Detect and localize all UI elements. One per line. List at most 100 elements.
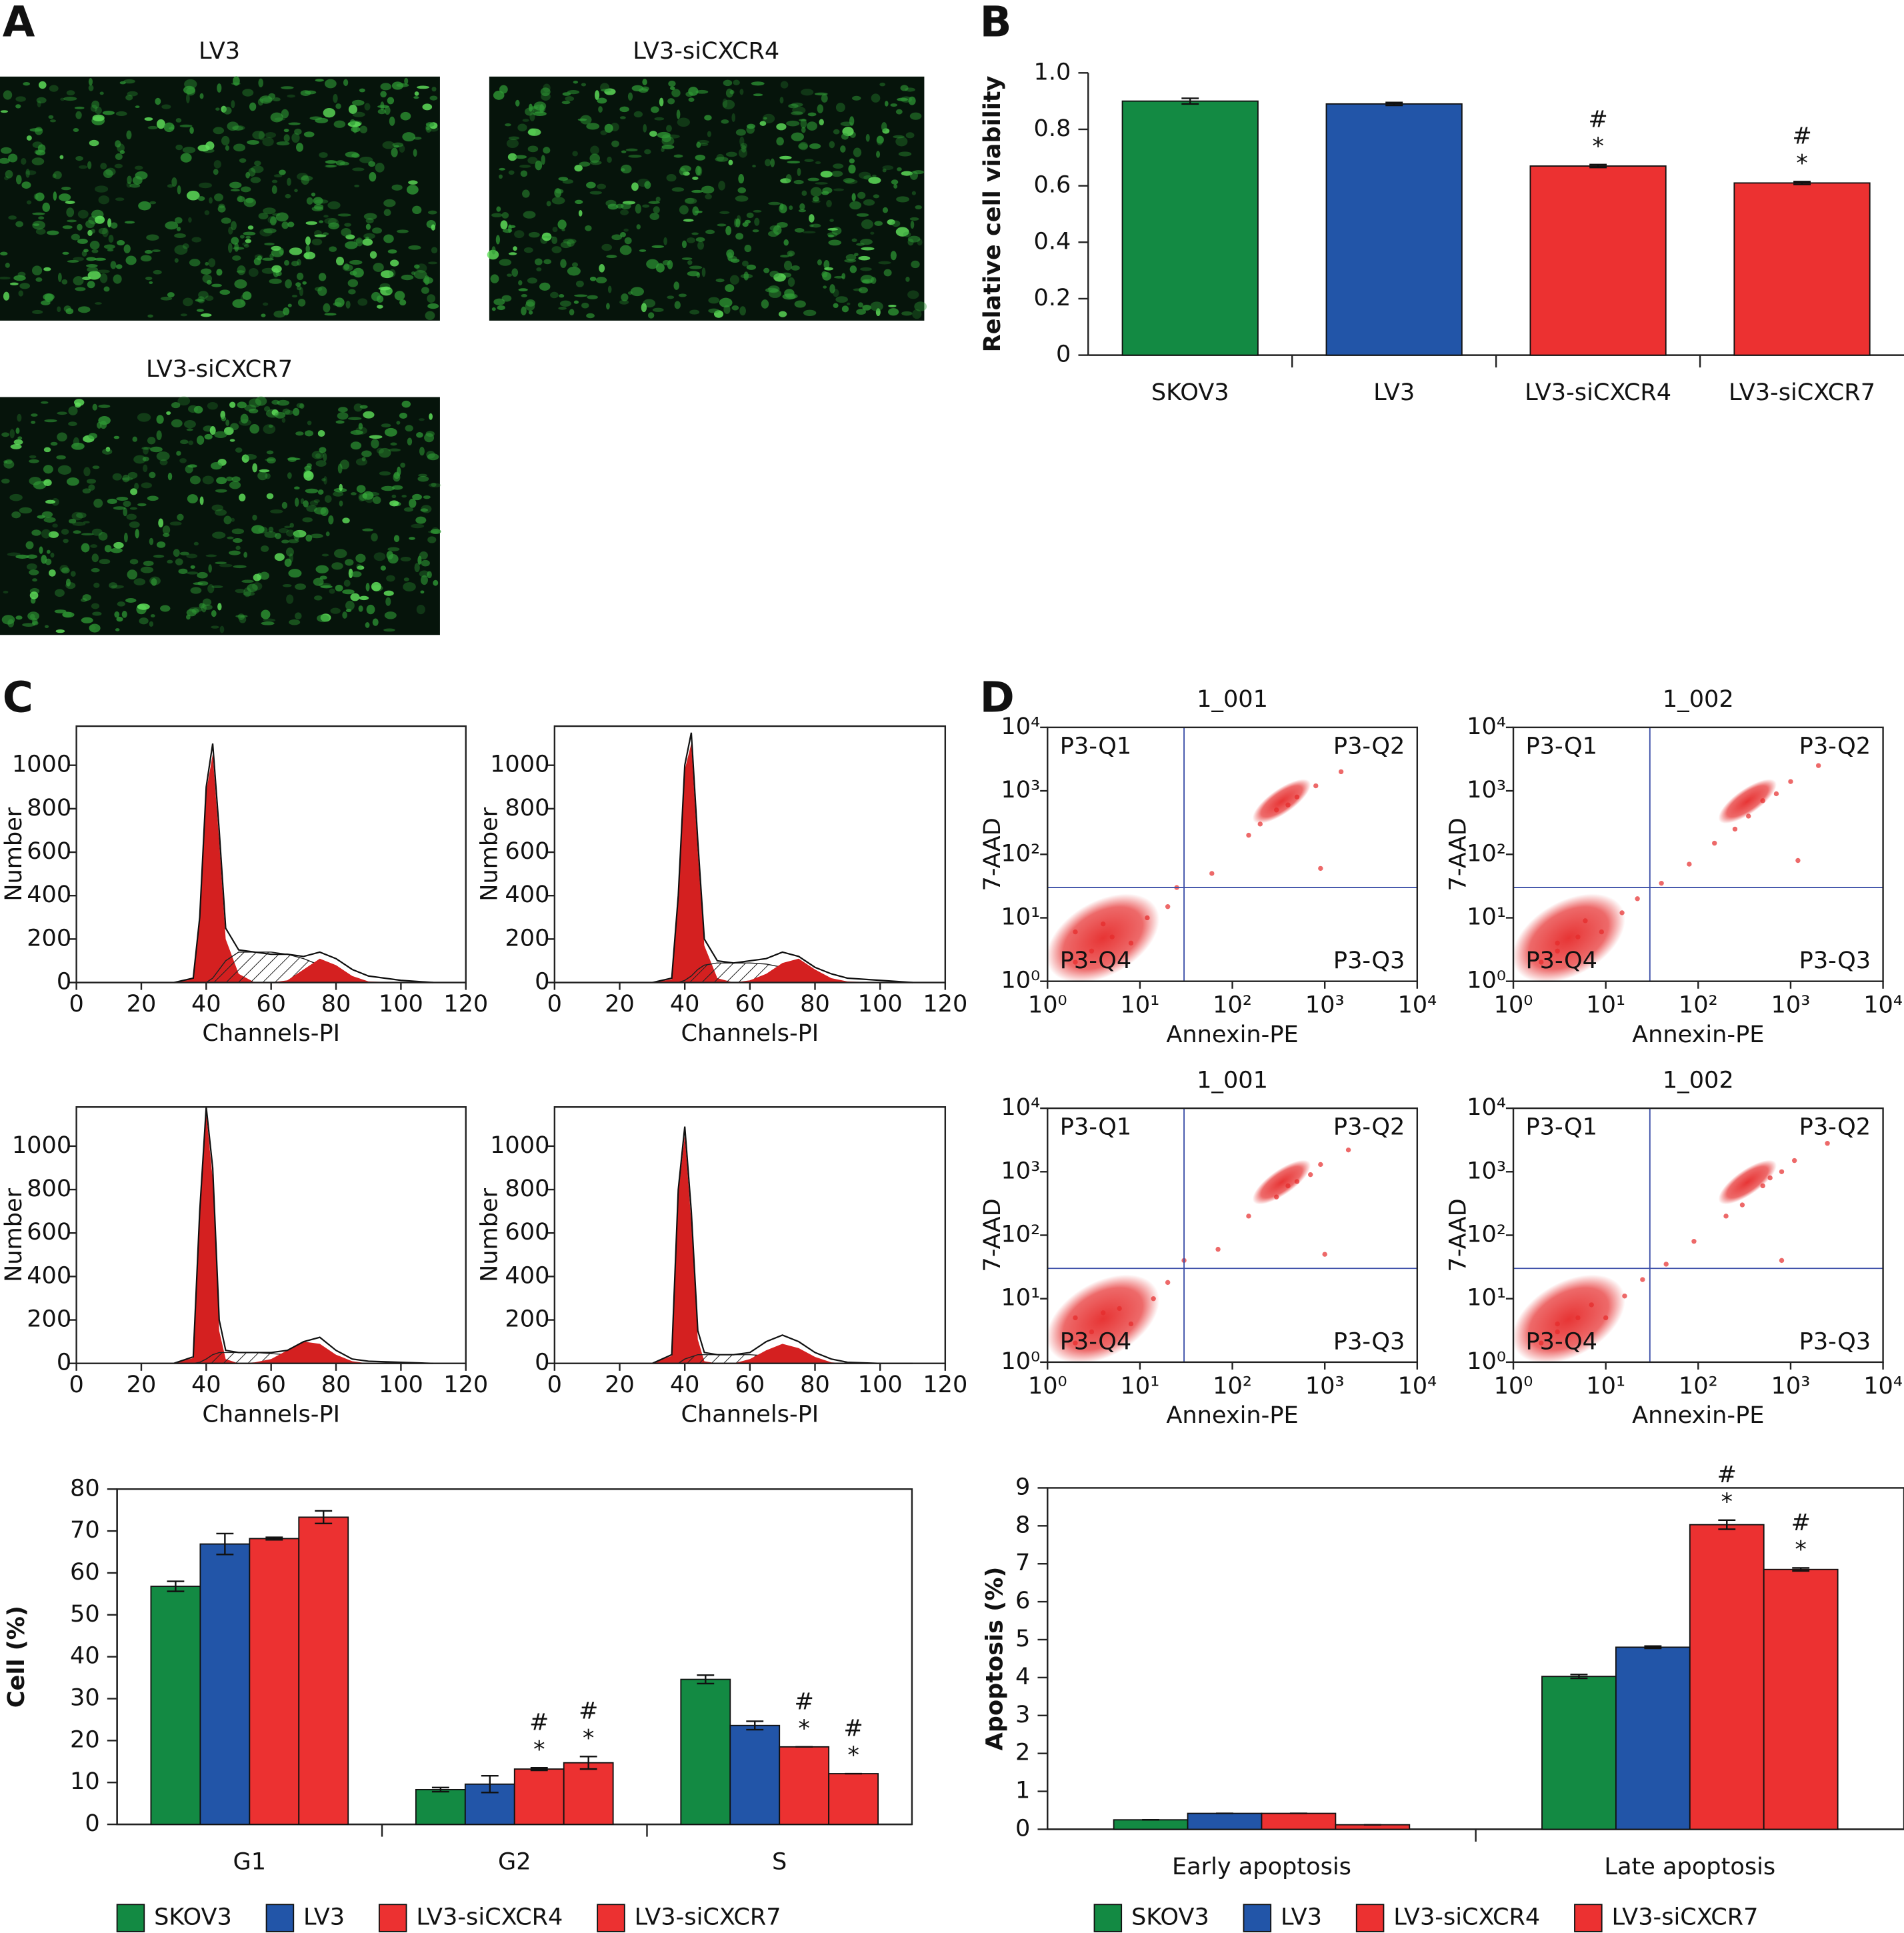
cell [188,217,192,223]
cell [357,298,368,306]
cell [186,614,191,620]
cell [401,274,414,281]
cell [352,111,365,117]
cell [725,88,733,98]
y-tick-label: 10¹ [1467,903,1506,930]
cell [597,97,607,104]
cell [211,625,219,629]
cell [160,296,173,301]
cell [365,622,370,628]
cell [856,309,866,315]
cell [575,280,584,287]
cell [890,251,897,261]
cell [315,460,327,467]
cell [167,472,173,481]
cell [422,103,433,111]
cell [21,181,31,189]
event-point [1619,910,1625,915]
cell [562,92,571,96]
cell [520,170,528,177]
cell [284,558,292,567]
cell [791,265,800,271]
cell [287,94,295,98]
error-bar [216,1532,234,1556]
cell [8,215,17,220]
y-tick-label: 40 [70,1642,100,1670]
x-tick-label: 10³ [1305,1372,1345,1400]
cell [119,150,125,155]
cell [327,201,341,209]
cell [91,567,100,573]
cell [364,493,375,503]
cell [129,183,141,188]
cell [783,260,793,271]
cell [679,205,689,215]
cell [856,243,865,246]
event-point [1073,959,1078,965]
quadrant-label: P3-Q4 [1060,1328,1131,1355]
cell [121,477,133,481]
cell [247,140,259,145]
cell [92,611,102,616]
cell [261,621,275,625]
cell [611,234,623,241]
y-tick-label: 800 [27,1175,71,1202]
bar [513,1768,565,1826]
event-point [1089,1329,1095,1335]
cell [330,607,341,614]
cell [358,423,363,430]
x-axis-label: Annexin-PE [1166,1021,1298,1048]
histogram-outline [652,732,913,984]
cell [915,205,922,210]
y-axis-label: Number [476,807,503,901]
bar [563,1762,614,1826]
cell [731,113,736,122]
y-tick-label: 400 [505,1262,549,1289]
cell [373,263,384,272]
cell [888,308,899,316]
cell [229,181,242,189]
cell [345,300,351,309]
cell [811,223,821,228]
cell [586,313,595,319]
cell [427,453,439,461]
cell [661,147,665,153]
cell [601,243,612,251]
cell [611,140,619,147]
cell [95,215,105,224]
cell [543,147,551,154]
legend-swatch [597,1904,625,1932]
cell [319,575,327,580]
histogram-outline [173,1107,434,1364]
cell [625,148,638,152]
cell [0,147,12,154]
cell [345,559,354,566]
event-point [1788,779,1793,784]
cell [83,249,89,253]
cell [846,302,851,305]
cell [211,585,223,589]
error-bar [579,1756,597,1770]
cell [252,131,265,139]
legend-label: LV3-siCXCR7 [1611,1904,1758,1931]
cell [263,424,276,434]
cell [116,617,123,622]
cell [252,463,258,473]
cell [62,251,69,255]
bar [1187,1812,1263,1830]
cell [789,205,793,211]
x-axis-label: Channels-PI [202,1020,340,1047]
cell [350,593,360,601]
cell [752,229,759,233]
cell [205,295,214,301]
cell [350,430,363,435]
cell [44,419,57,423]
cell [203,604,213,610]
cell [882,168,887,173]
micrograph [487,76,927,321]
cell [642,79,647,85]
cell [517,123,527,132]
cell [152,249,161,253]
cell [32,220,45,230]
cell [730,258,740,263]
